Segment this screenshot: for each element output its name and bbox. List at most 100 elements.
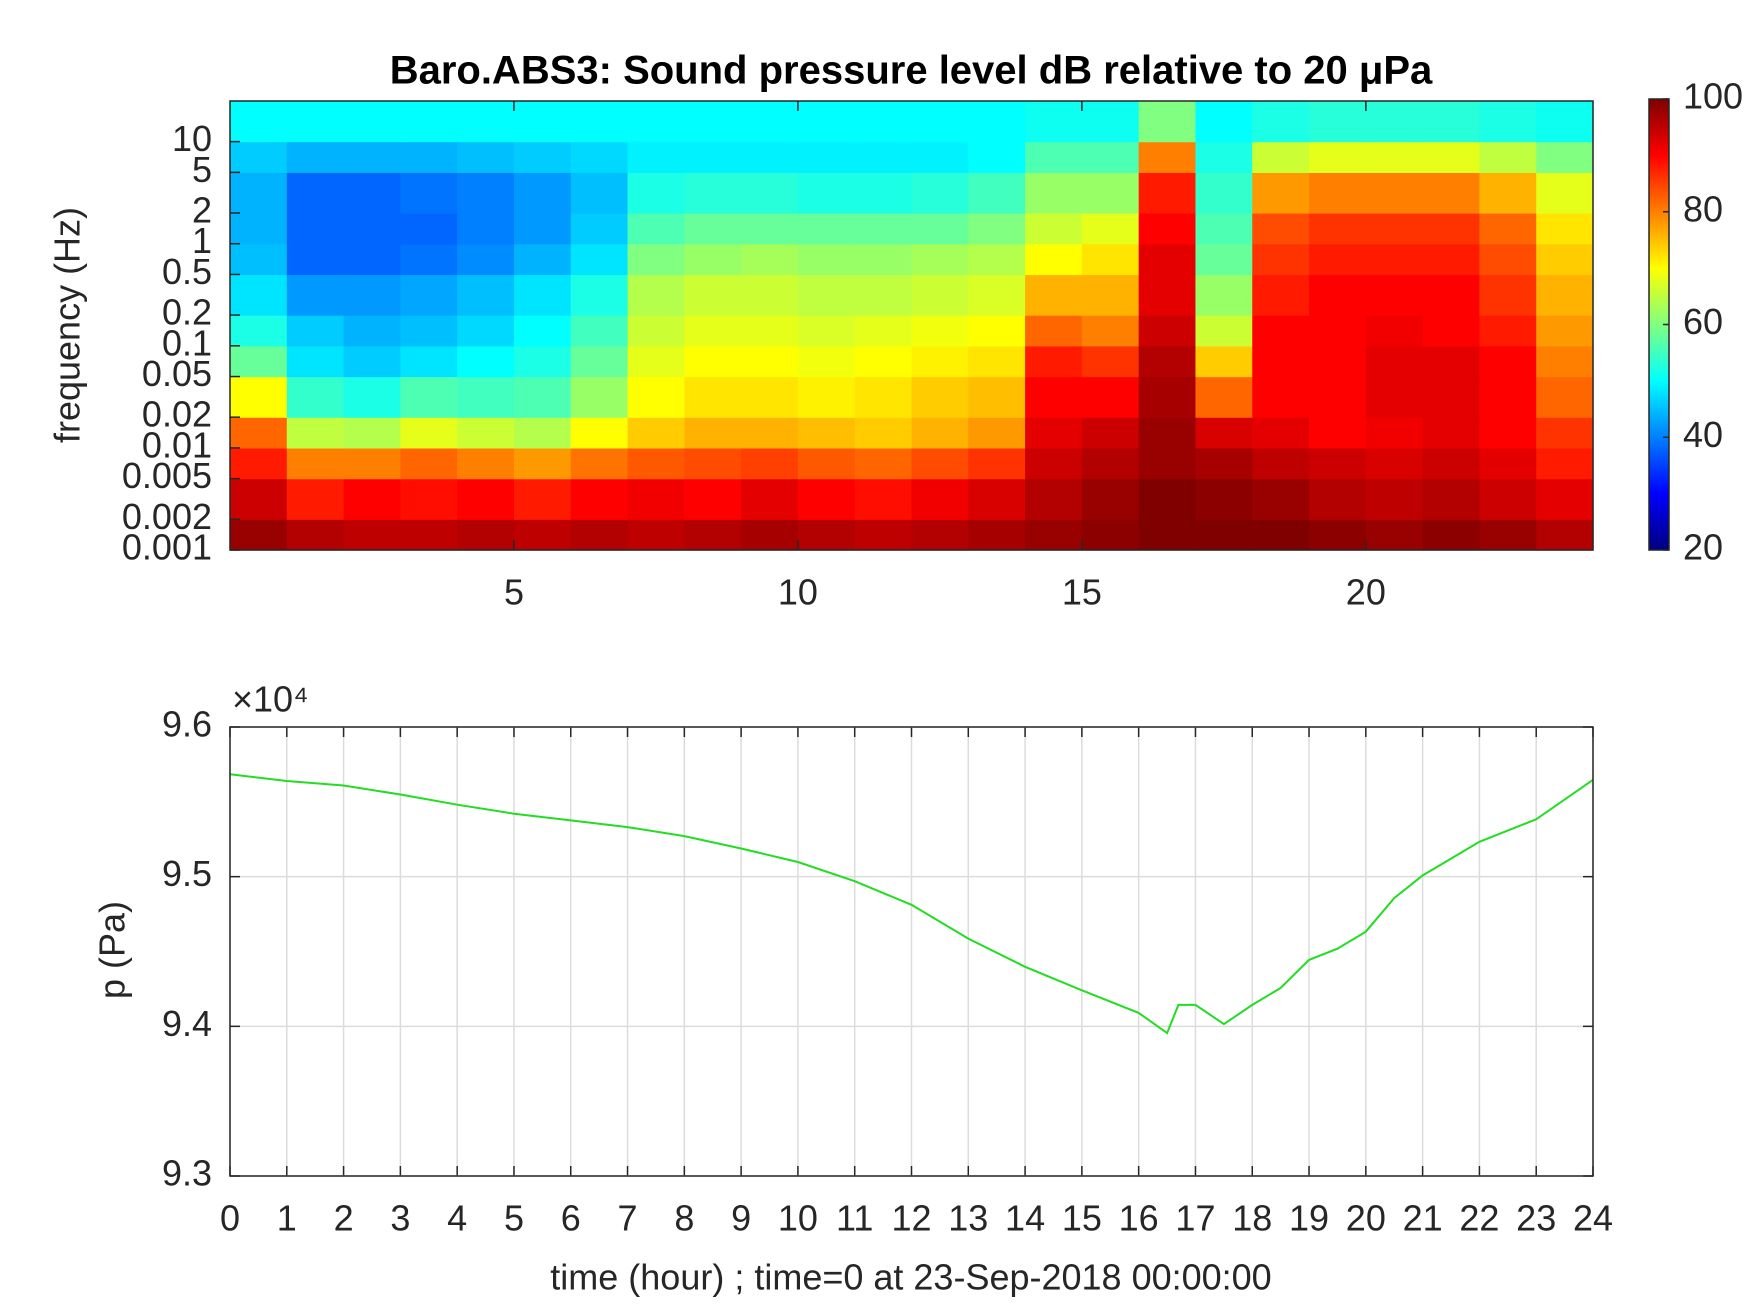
x-tick-label: 23	[1516, 1198, 1556, 1239]
heatmap-cell	[854, 315, 913, 347]
heatmap-cell	[741, 376, 799, 418]
heatmap-cell	[968, 243, 1026, 276]
heatmap-cell	[1422, 274, 1481, 316]
heatmap-cell	[1536, 447, 1594, 480]
heatmap-cell	[854, 447, 913, 480]
heatmap-cell	[1422, 345, 1481, 378]
heatmap-cell	[1252, 101, 1310, 143]
heatmap-cell	[1365, 172, 1424, 214]
heatmap-cell	[1536, 274, 1594, 316]
heatmap-cell	[400, 212, 458, 245]
heatmap-cell	[854, 101, 913, 143]
heatmap-cell	[343, 243, 401, 276]
x-tick-label: 5	[504, 1198, 524, 1239]
heatmap-cell	[513, 274, 572, 316]
heatmap-cell	[513, 447, 572, 480]
heatmap-cell	[684, 519, 742, 551]
heatmap-cell	[1025, 478, 1083, 520]
heatmap-cell	[741, 315, 799, 347]
heatmap-cell	[627, 172, 685, 214]
heatmap-cell	[1479, 172, 1537, 214]
heatmap-cell	[1081, 274, 1140, 316]
x-tick-label: 16	[1119, 1198, 1159, 1239]
heatmap-cell	[684, 345, 742, 378]
y-axis-label: p (Pa)	[92, 901, 133, 999]
x-tick-label: 5	[504, 572, 524, 613]
heatmap-cell	[1138, 212, 1197, 245]
y-tick-label: 9.4	[162, 1003, 212, 1044]
pressure-line	[229, 773, 1594, 1035]
heatmap-cell	[1422, 519, 1481, 551]
heatmap-cell	[1309, 172, 1367, 214]
heatmap-cell	[1081, 417, 1140, 449]
heatmap-cell	[1309, 274, 1367, 316]
heatmap-cell	[854, 141, 913, 173]
heatmap-cell	[1025, 376, 1083, 418]
heatmap-cell	[1195, 141, 1253, 173]
heatmap-cell	[286, 172, 345, 214]
heatmap-cell	[1536, 519, 1594, 551]
heatmap-cell	[457, 172, 515, 214]
heatmap-cell	[343, 212, 401, 245]
heatmap-cell	[1365, 101, 1424, 143]
heatmap-cell	[1025, 141, 1083, 173]
heatmap-cell	[741, 212, 799, 245]
heatmap-cell	[741, 478, 799, 520]
heatmap-cell	[343, 101, 401, 143]
heatmap-cell	[1195, 345, 1253, 378]
heatmap-cell	[286, 101, 345, 143]
heatmap-cell	[400, 417, 458, 449]
heatmap-cell	[457, 315, 515, 347]
heatmap-cell	[854, 376, 913, 418]
heatmap-cell	[1536, 478, 1594, 520]
heatmap-cell	[1081, 212, 1140, 245]
heatmap-cell	[1138, 141, 1197, 173]
heatmap-cell	[1252, 478, 1310, 520]
heatmap-cell	[627, 447, 685, 480]
heatmap-cell	[1309, 478, 1367, 520]
heatmap-cell	[1479, 478, 1537, 520]
heatmap-cell	[684, 478, 742, 520]
heatmap-cell	[1081, 447, 1140, 480]
heatmap-cell	[854, 345, 913, 378]
heatmap-cell	[1365, 417, 1424, 449]
heatmap-cell	[797, 478, 856, 520]
heatmap-cell	[1138, 243, 1197, 276]
heatmap-cell	[684, 172, 742, 214]
heatmap-cell	[1195, 243, 1253, 276]
heatmap-cell	[286, 447, 345, 480]
heatmap-cell	[1025, 274, 1083, 316]
y-tick-label: 0.05	[142, 353, 212, 394]
heatmap-cell	[1479, 243, 1537, 276]
x-tick-label: 19	[1289, 1198, 1329, 1239]
heatmap-cell	[741, 447, 799, 480]
x-tick-label: 4	[447, 1198, 467, 1239]
heatmap-cell	[457, 376, 515, 418]
x-tick-label: 2	[334, 1198, 354, 1239]
heatmap-cell	[797, 101, 856, 143]
y-tick-label: 5	[192, 149, 212, 190]
heatmap-cell	[513, 172, 572, 214]
heatmap-cell	[400, 274, 458, 316]
heatmap-cell	[570, 519, 629, 551]
heatmap-cell	[230, 101, 288, 143]
heatmap-cell	[1309, 447, 1367, 480]
heatmap-cell	[684, 243, 742, 276]
heatmap-cell	[286, 315, 345, 347]
heatmap-cell	[1536, 376, 1594, 418]
heatmap-cell	[1309, 141, 1367, 173]
x-tick-label: 0	[220, 1198, 240, 1239]
heatmap-cell	[400, 376, 458, 418]
heatmap-cell	[1422, 212, 1481, 245]
heatmap-cell	[1365, 315, 1424, 347]
x-tick-label: 6	[561, 1198, 581, 1239]
heatmap-cell	[797, 376, 856, 418]
x-tick-label: 10	[778, 1198, 818, 1239]
heatmap-cell	[854, 519, 913, 551]
heatmap-cell	[570, 478, 629, 520]
heatmap-cell	[741, 101, 799, 143]
heatmap-cell	[343, 478, 401, 520]
heatmap-cell	[1252, 447, 1310, 480]
heatmap-cell	[1422, 141, 1481, 173]
y-tick-label: 0.01	[142, 424, 212, 465]
